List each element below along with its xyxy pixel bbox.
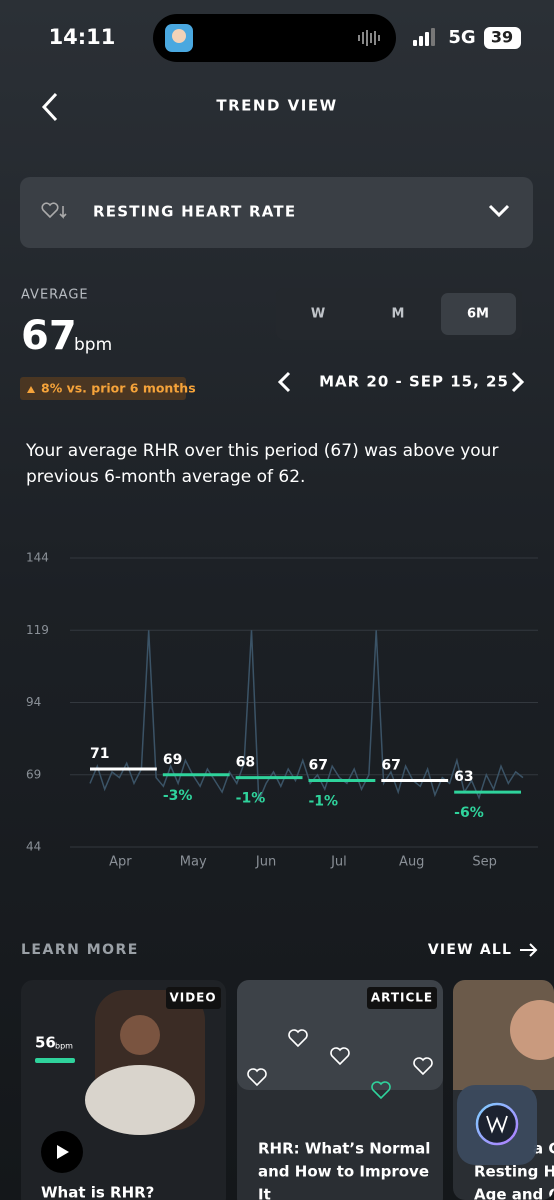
audio-bars — [358, 30, 380, 46]
back-button[interactable] — [41, 92, 58, 122]
change-label: -1% — [236, 791, 266, 807]
tag-box — [166, 987, 221, 1009]
x-tick-label: Jul — [330, 855, 347, 870]
battery — [484, 27, 521, 49]
average-label: 69 — [163, 752, 182, 768]
x-tick-label: Jun — [255, 855, 276, 870]
average-label: 67 — [381, 758, 400, 774]
average-value: 67 — [21, 313, 77, 359]
card-title: a G — [533, 1140, 554, 1158]
signal — [413, 28, 435, 46]
period-tab[interactable]: M — [392, 307, 405, 322]
daily-line — [89, 630, 524, 802]
y-tick-label: 69 — [26, 767, 41, 781]
assistant-logo-mark — [486, 1115, 508, 1134]
video-person-face — [120, 1015, 160, 1055]
period-tab[interactable]: 6M — [467, 307, 489, 322]
x-tick-label: Sep — [472, 855, 497, 870]
prev-period[interactable] — [277, 371, 291, 393]
x-tick-label: May — [180, 855, 207, 870]
period-tab[interactable]: W — [311, 307, 325, 322]
heart-icon — [41, 202, 59, 219]
app-icon-face — [172, 29, 186, 43]
play-icon — [57, 1145, 69, 1159]
dynamic-island — [153, 14, 396, 62]
card-person — [510, 1000, 554, 1060]
average-label: 63 — [454, 769, 473, 785]
change-label: -6% — [454, 805, 484, 821]
change-label: -3% — [163, 788, 193, 804]
card-title: It — [258, 1186, 271, 1200]
card-title: Resting He — [474, 1163, 554, 1181]
metric-selector[interactable] — [20, 177, 533, 248]
y-tick-label: 144 — [26, 551, 49, 565]
change-label: -1% — [309, 794, 339, 810]
hearts — [247, 1029, 433, 1100]
change-text: 8% vs. prior 6 months — [41, 381, 196, 396]
time: 14:11 — [49, 25, 116, 49]
card-title: and How to Improve — [258, 1163, 429, 1181]
card-tag: VIDEO — [169, 991, 216, 1005]
x-tick-label: Apr — [109, 855, 132, 870]
thumb-bar — [35, 1058, 75, 1063]
thumb-unit: bpm — [55, 1042, 73, 1051]
card-title: RHR: What’s Normal — [258, 1140, 430, 1158]
thumb-value: 56 — [35, 1034, 56, 1052]
card-tag: ARTICLE — [371, 991, 433, 1005]
network: 5G — [448, 27, 475, 48]
assistant-logo — [475, 1102, 519, 1146]
battery-level: 39 — [491, 28, 513, 47]
x-tick-label: Aug — [399, 855, 424, 870]
average-unit: bpm — [74, 335, 112, 355]
up-triangle — [27, 386, 35, 393]
view-all[interactable]: VIEW ALL — [428, 942, 512, 958]
y-tick-label: 94 — [26, 695, 41, 709]
date-range: MAR 20 - SEP 15, 25 — [319, 373, 509, 391]
description-line: previous 6-month average of 62. — [26, 467, 305, 487]
y-tick-label: 119 — [26, 623, 49, 637]
chevron-down — [488, 204, 510, 218]
average-label: 71 — [90, 746, 109, 762]
average-label: 68 — [236, 755, 255, 771]
down-arrow-icon — [59, 206, 67, 219]
description-line: Your average RHR over this period (67) w… — [25, 441, 498, 461]
section-title: LEARN MORE — [21, 942, 139, 958]
next-period[interactable] — [511, 371, 525, 393]
card-title: Age and G — [474, 1186, 554, 1200]
page-title: TREND VIEW — [216, 97, 337, 115]
metric-label: RESTING HEART RATE — [93, 203, 296, 221]
arrow-right — [520, 943, 538, 957]
average-label: AVERAGE — [21, 288, 89, 303]
change-badge — [20, 377, 186, 400]
video-person-shirt — [85, 1065, 195, 1135]
card-title: What is RHR? — [41, 1184, 154, 1200]
average-label: 67 — [309, 758, 328, 774]
selected-tab — [441, 293, 516, 335]
tag-box — [367, 987, 437, 1009]
y-tick-label: 44 — [26, 840, 41, 854]
